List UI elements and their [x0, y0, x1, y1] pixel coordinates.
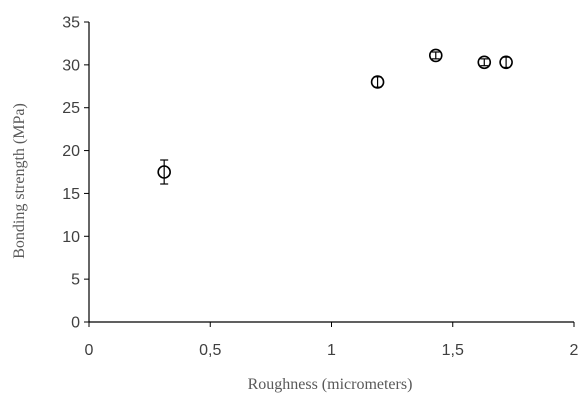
x-tick-label: 2	[570, 342, 579, 359]
y-axis: 0 5 10 15 20 25 30 35	[62, 15, 90, 332]
data-point	[157, 159, 171, 185]
y-tick-label: 35	[62, 15, 80, 32]
x-tick-label: 1,5	[442, 342, 464, 359]
data-point	[499, 55, 513, 70]
y-tick-label: 10	[62, 229, 80, 246]
x-axis-title: Roughness (micrometers)	[248, 376, 413, 393]
y-tick-label: 0	[71, 315, 80, 332]
data-point	[477, 55, 492, 70]
data-point	[370, 75, 385, 89]
x-tick-label: 0,5	[199, 342, 221, 359]
data-points	[157, 48, 513, 185]
x-axis: 0 0,5 1 1,5 2	[85, 321, 579, 359]
data-point	[428, 48, 443, 63]
point-marker	[157, 165, 171, 179]
point-marker	[477, 55, 492, 70]
y-tick-label: 25	[62, 100, 80, 117]
y-tick-label: 15	[62, 186, 80, 203]
y-tick-label: 5	[71, 272, 80, 289]
point-marker	[499, 55, 513, 70]
y-tick-label: 30	[62, 57, 80, 74]
x-tick-label: 1	[327, 342, 336, 359]
point-marker	[370, 75, 385, 89]
point-marker	[428, 48, 443, 63]
y-axis-title: Bonding strength (MPa)	[11, 103, 28, 259]
x-tick-label: 0	[85, 342, 94, 359]
y-tick-label: 20	[62, 143, 80, 160]
